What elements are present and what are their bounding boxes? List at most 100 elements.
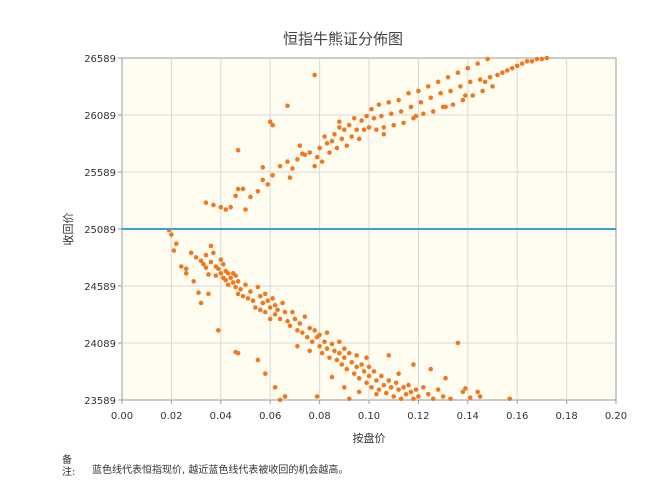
data-point-bull [406, 382, 411, 388]
data-point-bear [235, 147, 241, 153]
data-point-bull [223, 277, 229, 283]
data-point-bear [356, 136, 362, 142]
data-point-bear [443, 104, 448, 110]
data-point-bull [262, 371, 268, 376]
x-tick-label: 0.16 [506, 411, 528, 422]
data-point-bull [396, 387, 401, 392]
data-point-bull [428, 366, 434, 372]
data-point-bull [183, 271, 189, 276]
data-point-bear [438, 90, 443, 96]
note-label: 备注: [62, 455, 76, 478]
data-point-bear [490, 84, 495, 89]
data-point-bear [460, 97, 466, 103]
data-point-bull [300, 330, 305, 335]
data-point-bear [290, 166, 295, 171]
data-point-bear [487, 74, 493, 80]
data-point-bull [201, 261, 206, 267]
data-point-bear [211, 202, 216, 208]
data-point-bull [272, 302, 278, 308]
data-point-bear [477, 77, 483, 82]
data-point-bear [495, 72, 500, 78]
data-point-bear [312, 72, 317, 78]
x-tick-label: 0.08 [308, 411, 330, 422]
data-point-bull [307, 325, 313, 331]
x-tick-label: 0.02 [160, 411, 182, 422]
data-point-bull [203, 265, 209, 270]
data-point-bull [322, 339, 327, 345]
data-point-bull [255, 357, 261, 363]
data-point-bear [369, 106, 374, 112]
data-point-bear [265, 182, 271, 187]
data-point-bull [267, 316, 273, 322]
data-point-bear [381, 125, 387, 130]
data-point-bear [260, 165, 266, 170]
data-point-bear [255, 188, 261, 194]
data-point-bear [445, 74, 451, 80]
data-point-bull [329, 374, 335, 380]
data-point-bear [203, 200, 209, 205]
data-point-bear [324, 141, 330, 146]
data-point-bull [354, 364, 359, 370]
data-point-bull [250, 298, 256, 304]
data-point-bull [290, 309, 295, 315]
data-point-bull [235, 291, 241, 297]
data-point-bull [262, 309, 268, 315]
data-point-bull [240, 293, 246, 299]
data-point-bull [206, 291, 211, 297]
data-point-bull [448, 396, 453, 402]
data-point-bull [285, 318, 290, 324]
data-point-bear [277, 163, 283, 169]
data-point-bull [329, 341, 335, 347]
data-point-bull [425, 391, 431, 397]
x-tick-label: 0.14 [457, 411, 479, 422]
data-point-bull [196, 290, 201, 296]
data-point-bull [388, 385, 394, 390]
data-point-bear [364, 113, 369, 119]
data-point-bull [304, 334, 310, 340]
data-point-bull [248, 289, 253, 294]
data-point-bull [282, 309, 288, 315]
data-point-bear [421, 111, 426, 117]
data-point-bull [295, 344, 300, 349]
data-point-bear [465, 65, 471, 71]
data-point-bear [448, 88, 453, 94]
data-point-bull [463, 386, 468, 391]
data-point-bull [211, 250, 216, 256]
data-point-bull [275, 307, 280, 313]
data-point-bear [346, 122, 352, 128]
data-point-bull [317, 344, 322, 349]
data-point-bull [383, 390, 389, 396]
data-point-bear [327, 150, 332, 155]
data-point-bear [342, 127, 347, 133]
data-point-bull [262, 291, 268, 297]
x-axis-ticks: 0.00 0.02 0.04 0.06 0.08 0.10 0.12 0.14 0.16 0.18… [111, 400, 627, 422]
data-point-bear [544, 55, 550, 61]
x-tick-label: 0.12 [407, 411, 429, 422]
data-point-bull [208, 259, 214, 265]
data-point-bull [371, 369, 377, 374]
data-point-bull [408, 389, 414, 395]
data-point-bear [485, 56, 490, 62]
data-point-bull [255, 284, 261, 290]
data-point-bear [228, 204, 233, 210]
data-point-bull [277, 397, 283, 403]
data-point-bear [463, 93, 468, 98]
data-point-bull [398, 396, 404, 402]
data-point-bull [228, 275, 233, 281]
data-point-bear [398, 109, 404, 114]
data-point-bear [334, 145, 340, 151]
data-point-bull [411, 396, 416, 402]
data-point-bull [277, 316, 283, 322]
data-point-bear [467, 79, 473, 85]
data-point-bull [342, 346, 347, 351]
data-point-bull [369, 385, 374, 390]
data-point-bull [376, 387, 382, 392]
data-point-bull [233, 273, 238, 278]
data-point-bear [270, 122, 275, 128]
data-point-bear [270, 173, 275, 178]
data-point-bull [253, 305, 258, 310]
data-point-bull [235, 279, 241, 284]
data-point-bear [388, 111, 394, 117]
data-point-bear [381, 131, 387, 137]
data-point-bull [206, 272, 211, 277]
